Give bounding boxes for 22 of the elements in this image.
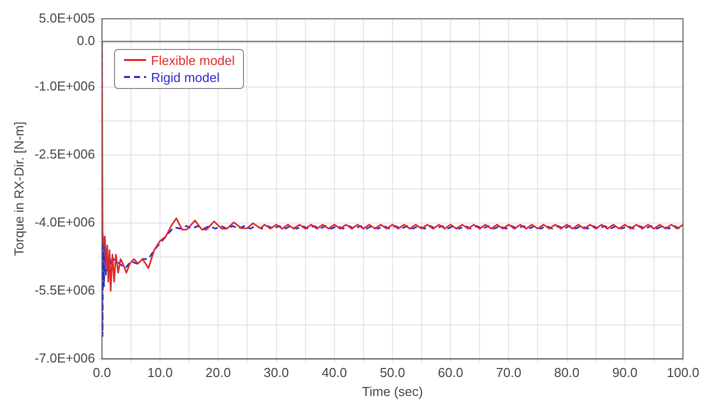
x-tick-label: 0.0 [92, 365, 111, 380]
y-tick-label: -2.5E+006 [34, 146, 95, 162]
legend-label: Flexible model [150, 52, 235, 69]
y-tick-label: -1.0E+006 [34, 78, 95, 94]
y-axis-title: Torque in RX-Dir. [N-m] [11, 122, 26, 256]
y-tick-label: -5.5E+006 [34, 282, 95, 298]
x-axis-title: Time (sec) [362, 384, 423, 399]
y-tick-label: 5.0E+005 [38, 10, 95, 26]
y-tick-label: -7.0E+006 [34, 350, 95, 366]
x-tick-label: 70.0 [496, 365, 522, 380]
y-tick-label: 0.0 [76, 33, 95, 48]
x-tick-label: 10.0 [147, 365, 173, 380]
x-tick-label: 80.0 [554, 365, 580, 380]
x-tick-label: 40.0 [322, 365, 348, 380]
x-tick-label: 20.0 [206, 365, 231, 380]
y-tick-label: -4.0E+006 [34, 214, 95, 230]
x-tick-label: 30.0 [264, 365, 289, 380]
x-tick-label: 100.0 [666, 365, 700, 380]
legend-label: Rigid model [150, 68, 220, 86]
x-tick-label: 50.0 [380, 365, 406, 380]
x-tick-label: 90.0 [612, 365, 638, 380]
x-tick-label: 60.0 [438, 365, 464, 380]
